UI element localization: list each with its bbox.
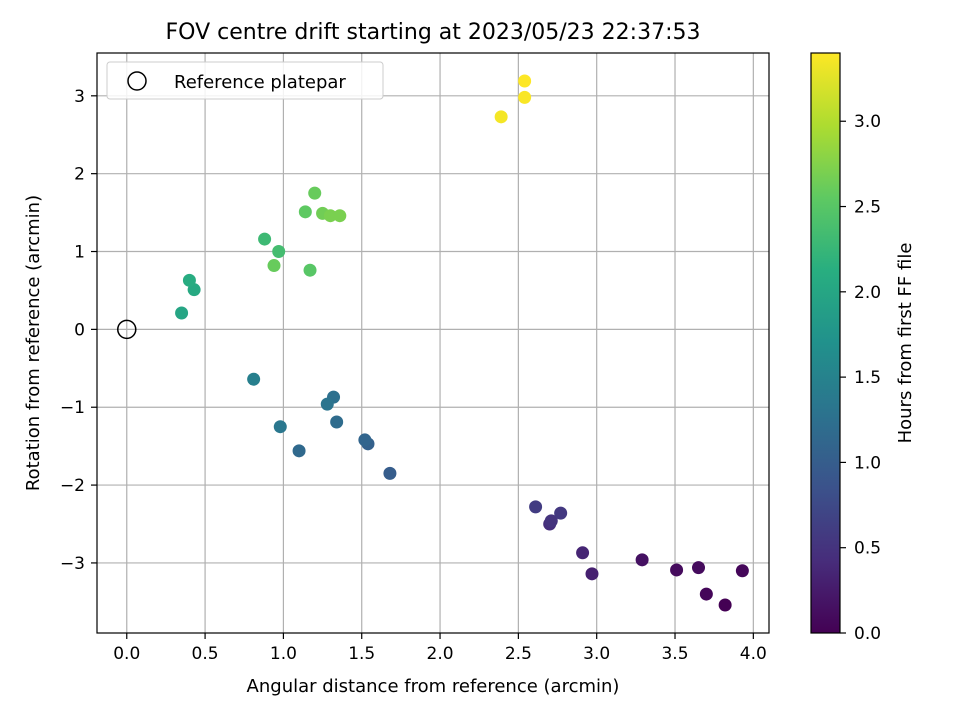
data-point bbox=[303, 263, 317, 277]
data-point bbox=[670, 563, 684, 577]
data-point bbox=[518, 74, 532, 88]
data-point bbox=[247, 372, 261, 386]
legend-marker-reference bbox=[127, 71, 147, 91]
data-point bbox=[175, 306, 189, 320]
y-tick-label: −1 bbox=[60, 398, 85, 418]
data-point bbox=[330, 415, 344, 429]
x-tick-label: 2.5 bbox=[505, 644, 532, 664]
x-axis-label: Angular distance from reference (arcmin) bbox=[247, 676, 620, 697]
x-tick-label: 4.0 bbox=[740, 644, 767, 664]
y-tick-label: 3 bbox=[74, 87, 85, 107]
x-tick-label: 1.0 bbox=[270, 644, 297, 664]
legend-box bbox=[106, 61, 384, 100]
data-point bbox=[298, 205, 312, 219]
x-tick-label: 0.5 bbox=[192, 644, 219, 664]
colorbar bbox=[810, 52, 841, 634]
data-point bbox=[258, 232, 272, 246]
x-tick-label: 3.0 bbox=[583, 644, 610, 664]
plot-area bbox=[97, 53, 769, 633]
y-tick-label: 1 bbox=[74, 243, 85, 263]
data-point bbox=[323, 209, 337, 223]
grid-lines bbox=[97, 53, 769, 633]
data-point bbox=[544, 514, 558, 528]
legend-label-reference: Reference platepar bbox=[174, 72, 346, 93]
colorbar-label: Hours from first FF file bbox=[895, 243, 916, 444]
data-point bbox=[576, 546, 590, 560]
data-point bbox=[699, 587, 713, 601]
y-axis-label: Rotation from reference (arcmin) bbox=[23, 195, 44, 491]
data-point bbox=[358, 433, 372, 447]
data-point bbox=[182, 273, 196, 287]
data-point bbox=[554, 506, 568, 520]
chart-title: FOV centre drift starting at 2023/05/23 … bbox=[166, 20, 701, 45]
data-points bbox=[175, 74, 749, 612]
data-point bbox=[518, 90, 532, 104]
data-point bbox=[692, 561, 706, 575]
y-tick-label: −2 bbox=[60, 476, 85, 496]
colorbar-tick-label: 3.0 bbox=[854, 112, 881, 132]
data-point bbox=[494, 110, 508, 124]
colorbar-tick-label: 1.5 bbox=[854, 368, 881, 388]
colorbar-ticks: 0.0 0.5 1.0 1.5 2.0 2.5 3.0 bbox=[840, 112, 881, 644]
colorbar-tick-label: 1.0 bbox=[854, 453, 881, 473]
data-point bbox=[735, 564, 749, 578]
data-point bbox=[292, 444, 306, 458]
x-tick-label: 0.0 bbox=[113, 644, 140, 664]
reference-platepar-marker bbox=[117, 319, 137, 340]
data-point bbox=[383, 466, 397, 480]
plot-frame bbox=[96, 52, 770, 634]
x-tick-label: 2.0 bbox=[427, 644, 454, 664]
data-point bbox=[267, 259, 281, 273]
y-tick-label: −3 bbox=[60, 554, 85, 574]
data-point bbox=[308, 186, 322, 200]
y-axis-ticks: 3 2 1 0 −1 −2 −3 bbox=[60, 87, 97, 574]
colorbar-tick-label: 2.5 bbox=[854, 198, 881, 218]
data-point bbox=[272, 245, 286, 259]
colorbar-tick-label: 2.0 bbox=[854, 283, 881, 303]
data-point bbox=[529, 500, 543, 514]
data-point bbox=[635, 553, 649, 567]
data-point bbox=[320, 397, 334, 411]
x-tick-label: 3.5 bbox=[661, 644, 688, 664]
data-point bbox=[333, 209, 347, 223]
data-point bbox=[718, 598, 732, 612]
data-point bbox=[585, 567, 599, 581]
data-point bbox=[273, 420, 287, 434]
x-axis-ticks: 0.0 0.5 1.0 1.5 2.0 2.5 3.0 3.5 4.0 bbox=[113, 633, 767, 664]
y-tick-label: 0 bbox=[74, 320, 85, 340]
legend: Reference platepar bbox=[106, 61, 384, 100]
y-tick-label: 2 bbox=[74, 165, 85, 185]
colorbar-tick-label: 0.5 bbox=[854, 539, 881, 559]
x-tick-label: 1.5 bbox=[348, 644, 375, 664]
colorbar-tick-label: 0.0 bbox=[854, 624, 881, 644]
